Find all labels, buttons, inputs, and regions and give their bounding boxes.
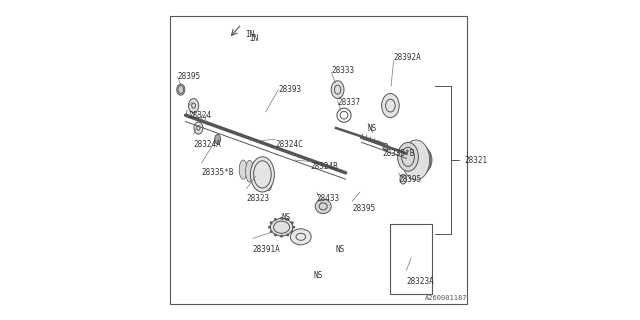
Text: NS: NS [336, 245, 345, 254]
Ellipse shape [403, 140, 429, 180]
Text: NS: NS [314, 271, 323, 280]
Circle shape [275, 219, 276, 220]
Circle shape [287, 219, 289, 220]
Ellipse shape [188, 99, 198, 113]
Text: A260001187: A260001187 [425, 295, 467, 301]
Circle shape [292, 226, 294, 228]
Text: 28324B: 28324B [310, 162, 338, 171]
Ellipse shape [215, 134, 220, 144]
Circle shape [291, 231, 293, 233]
Ellipse shape [271, 219, 293, 236]
Circle shape [270, 231, 272, 233]
Text: 28393: 28393 [278, 85, 301, 94]
Text: 28335*B: 28335*B [383, 149, 415, 158]
Circle shape [281, 217, 283, 219]
Text: 28324C: 28324C [275, 140, 303, 148]
Ellipse shape [178, 86, 184, 94]
Ellipse shape [381, 93, 399, 118]
Text: 28321: 28321 [464, 156, 487, 164]
Text: NS: NS [282, 213, 291, 222]
Text: 28395: 28395 [178, 72, 201, 81]
Text: 28395: 28395 [398, 175, 422, 184]
Ellipse shape [177, 84, 185, 95]
Ellipse shape [400, 174, 406, 184]
Circle shape [281, 235, 283, 237]
Ellipse shape [239, 160, 247, 179]
Text: IN: IN [245, 30, 254, 39]
Ellipse shape [291, 229, 311, 245]
Ellipse shape [259, 161, 266, 188]
Text: 28323A: 28323A [406, 277, 434, 286]
Ellipse shape [252, 161, 260, 185]
Ellipse shape [265, 161, 273, 191]
Text: 28392A: 28392A [394, 53, 421, 62]
Ellipse shape [250, 157, 275, 192]
Circle shape [287, 234, 289, 236]
Bar [390, 224, 432, 294]
Text: 28335*B: 28335*B [202, 168, 234, 177]
Ellipse shape [397, 142, 419, 171]
Circle shape [270, 222, 272, 224]
Ellipse shape [332, 81, 344, 99]
Text: 28337: 28337 [338, 98, 361, 107]
Text: IN: IN [250, 34, 259, 43]
Text: 28391A: 28391A [253, 245, 280, 254]
Ellipse shape [383, 143, 388, 151]
Ellipse shape [246, 160, 253, 182]
Circle shape [275, 234, 276, 236]
Circle shape [269, 226, 270, 228]
Circle shape [291, 222, 293, 224]
Text: NS: NS [368, 124, 377, 132]
Text: 28324: 28324 [189, 111, 212, 120]
Text: 28333: 28333 [332, 66, 355, 75]
Text: 28323: 28323 [246, 194, 269, 203]
Ellipse shape [194, 122, 203, 134]
Text: 28433: 28433 [317, 194, 340, 203]
Text: 28324A: 28324A [193, 140, 221, 148]
Text: 28395: 28395 [352, 204, 375, 212]
Ellipse shape [315, 199, 332, 214]
